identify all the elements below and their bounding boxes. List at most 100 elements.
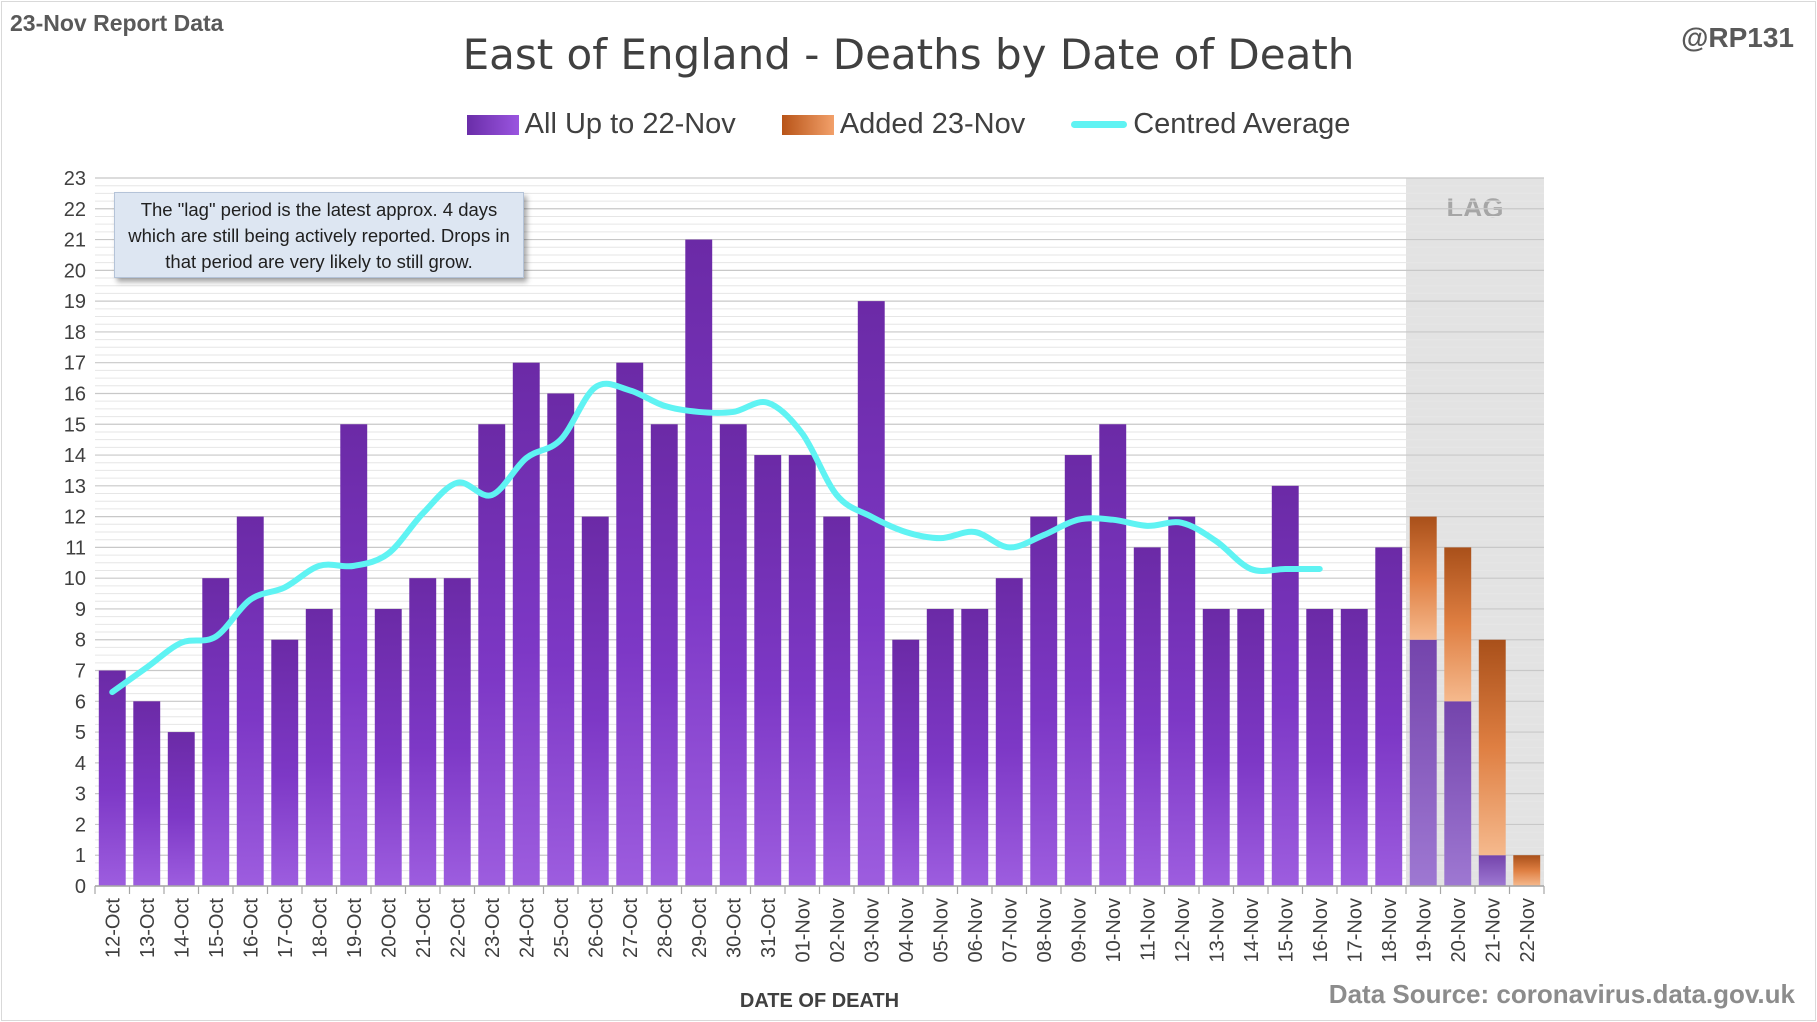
- legend-label-average: Centred Average: [1133, 108, 1351, 140]
- y-tick-label: 2: [75, 814, 86, 836]
- legend-swatch-existing: [466, 114, 519, 135]
- bar-existing: [1271, 485, 1299, 886]
- y-tick-label: 8: [75, 630, 86, 652]
- x-tick-label: 30-Oct: [723, 898, 745, 958]
- x-tick-label: 18-Nov: [1379, 898, 1401, 962]
- x-tick-label: 19-Nov: [1413, 898, 1435, 962]
- y-tick-label: 11: [65, 537, 86, 559]
- x-tick-label: 17-Oct: [275, 898, 297, 958]
- author-handle: @RP131: [1681, 22, 1794, 53]
- x-tick-label: 24-Oct: [516, 898, 538, 958]
- y-tick-label: 5: [75, 722, 86, 744]
- x-tick-label: 16-Oct: [240, 898, 262, 958]
- bar-existing: [857, 301, 885, 886]
- y-tick-label: 21: [64, 230, 86, 252]
- x-tick-label: 15-Nov: [1275, 898, 1297, 962]
- x-tick-label: 23-Oct: [482, 898, 504, 958]
- x-tick-label: 14-Oct: [171, 898, 193, 958]
- bar-existing: [823, 516, 851, 886]
- report-date-label: 23-Nov Report Data: [10, 10, 224, 36]
- x-tick-label: 02-Nov: [827, 898, 849, 962]
- data-source-label: Data Source: coronavirus.data.gov.uk: [1328, 979, 1795, 1009]
- x-tick-label: 31-Oct: [758, 898, 780, 958]
- bar-existing: [133, 701, 161, 886]
- y-tick-label: 18: [64, 322, 86, 344]
- bar-existing: [1306, 608, 1334, 886]
- legend-swatch-average: [1071, 121, 1128, 128]
- bar-existing: [616, 362, 644, 886]
- x-tick-label: 08-Nov: [1034, 898, 1056, 962]
- x-tick-label: 22-Oct: [447, 898, 469, 958]
- bar-existing: [271, 639, 299, 886]
- bar-existing: [512, 362, 540, 886]
- x-tick-label: 18-Oct: [309, 898, 331, 958]
- x-tick-label: 27-Oct: [620, 898, 642, 958]
- bar-existing: [1375, 547, 1403, 886]
- x-tick-label: 05-Nov: [930, 898, 952, 962]
- chart-title: East of England - Deaths by Date of Deat…: [462, 30, 1355, 79]
- legend-label-added: Added 23-Nov: [839, 108, 1026, 140]
- x-tick-label: 21-Oct: [413, 898, 435, 958]
- y-tick-label: 3: [75, 784, 86, 806]
- bar-added: [1478, 639, 1506, 856]
- bar-existing: [754, 455, 782, 886]
- bar-existing: [581, 516, 609, 886]
- y-tick-label: 1: [75, 845, 86, 867]
- y-tick-label: 12: [64, 507, 86, 529]
- y-tick-label: 6: [75, 691, 86, 713]
- bar-added: [1444, 547, 1472, 702]
- x-tick-label: 01-Nov: [792, 898, 814, 962]
- y-tick-label: 16: [64, 383, 86, 405]
- y-tick-label: 19: [64, 291, 86, 313]
- x-tick-label: 17-Nov: [1344, 898, 1366, 962]
- bar-existing: [1478, 855, 1506, 886]
- bar-existing: [409, 578, 437, 886]
- x-tick-label: 20-Nov: [1448, 898, 1470, 962]
- x-tick-label: 10-Nov: [1103, 898, 1125, 962]
- x-axis-title: DATE OF DEATH: [740, 990, 899, 1012]
- x-tick-label: 12-Nov: [1172, 898, 1194, 962]
- bar-existing: [547, 393, 575, 886]
- bar-existing: [1133, 547, 1161, 886]
- bar-existing: [167, 732, 195, 886]
- x-tick-label: 09-Nov: [1068, 898, 1090, 962]
- bar-existing: [1202, 608, 1230, 886]
- x-tick-label: 26-Oct: [585, 898, 607, 958]
- legend-item-existing: All Up to 22-Nov: [466, 108, 736, 141]
- x-tick-label: 20-Oct: [378, 898, 400, 958]
- average-line: [109, 380, 1323, 696]
- x-tick-label: 11-Nov: [1137, 898, 1159, 961]
- bar-existing: [1064, 455, 1092, 886]
- bar-existing: [374, 608, 402, 886]
- bar-existing: [1340, 608, 1368, 886]
- bar-existing: [1237, 608, 1265, 886]
- y-tick-label: 23: [64, 168, 86, 190]
- x-tick-label: 13-Nov: [1206, 898, 1228, 962]
- legend-swatch-added: [781, 114, 834, 135]
- y-tick-label: 13: [64, 476, 86, 498]
- x-tick-label: 29-Oct: [689, 898, 711, 958]
- y-tick-label: 9: [75, 599, 86, 621]
- y-tick-label: 0: [75, 876, 86, 898]
- y-tick-label: 20: [64, 260, 86, 282]
- bar-existing: [236, 516, 264, 886]
- bar-existing: [650, 424, 678, 886]
- x-tick-label: 13-Oct: [137, 898, 159, 958]
- x-tick-label: 15-Oct: [206, 898, 228, 958]
- bar-existing: [685, 239, 713, 887]
- x-tick-label: 06-Nov: [965, 898, 987, 962]
- bar-added: [1409, 516, 1437, 640]
- y-tick-label: 7: [75, 661, 86, 683]
- x-tick-label: 07-Nov: [999, 898, 1021, 962]
- x-tick-label: 03-Nov: [861, 898, 883, 962]
- y-tick-label: 17: [64, 353, 86, 375]
- bar-existing: [995, 578, 1023, 886]
- bar-added: [1513, 855, 1541, 886]
- legend-item-average: Centred Average: [1071, 108, 1350, 141]
- bar-existing: [98, 670, 126, 886]
- x-tick-label: 21-Nov: [1482, 898, 1504, 962]
- x-tick-label: 19-Oct: [344, 898, 366, 958]
- x-tick-label: 16-Nov: [1310, 898, 1332, 962]
